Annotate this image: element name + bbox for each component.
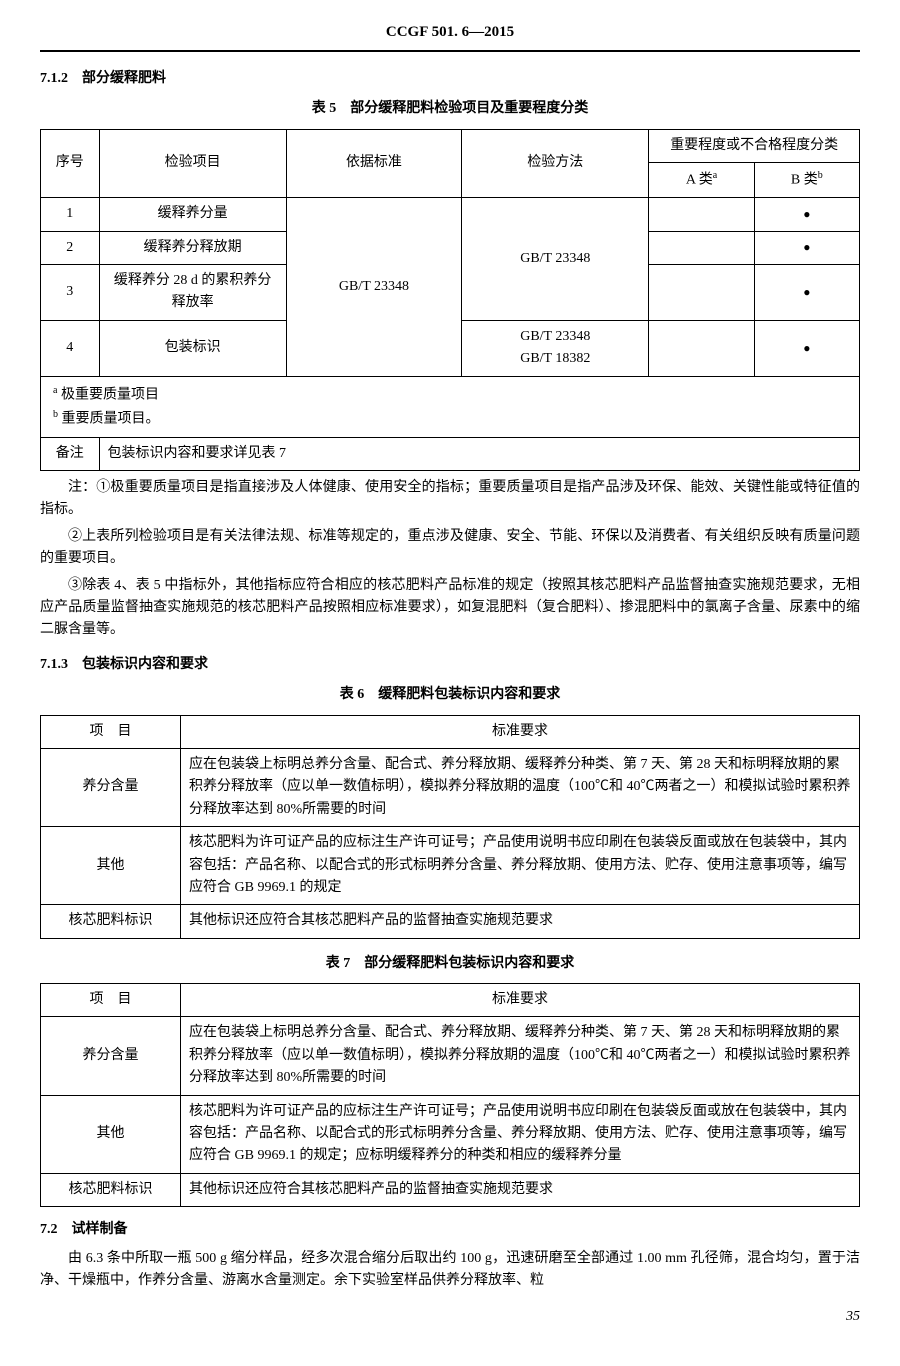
cell: 养分含量 — [41, 1017, 181, 1095]
sup-b: b — [818, 170, 823, 181]
cell: 包装标识 — [99, 320, 286, 376]
table-row: 养分含量 应在包装袋上标明总养分含量、配合式、养分释放期、缓释养分种类、第 7 … — [41, 748, 860, 826]
cell: 核芯肥料为许可证产品的应标注生产许可证号；产品使用说明书应印刷在包装袋反面或放在… — [181, 827, 860, 905]
table-row: 1 缓释养分量 GB/T 23348 GB/T 23348 ● — [41, 198, 860, 231]
table-row: 序号 检验项目 依据标准 检验方法 重要程度或不合格程度分类 — [41, 129, 860, 162]
section-num: 7.2 — [40, 1222, 58, 1237]
table7: 项 目 标准要求 养分含量 应在包装袋上标明总养分含量、配合式、养分释放期、缓释… — [40, 983, 860, 1207]
page-number: 35 — [40, 1306, 860, 1328]
dot-marker: ● — [754, 320, 859, 376]
cell: 其他标识还应符合其核芯肥料产品的监督抽查实施规范要求 — [181, 1173, 860, 1206]
table-row: 项 目 标准要求 — [41, 715, 860, 748]
cell: 核芯肥料标识 — [41, 1173, 181, 1206]
table-row: 核芯肥料标识 其他标识还应符合其核芯肥料产品的监督抽查实施规范要求 — [41, 905, 860, 938]
cell: 缓释养分 28 d 的累积养分释放率 — [99, 265, 286, 321]
table-row: a 极重要质量项目 b 重要质量项目。 — [41, 376, 860, 437]
col-severity: 重要程度或不合格程度分类 — [649, 129, 860, 162]
table-row: 备注 包装标识内容和要求详见表 7 — [41, 437, 860, 470]
col-method: 检验方法 — [462, 129, 649, 197]
cell: 其他标识还应符合其核芯肥料产品的监督抽查实施规范要求 — [181, 905, 860, 938]
cell: 1 — [41, 198, 100, 231]
cell: 4 — [41, 320, 100, 376]
sup-a: a — [713, 170, 717, 181]
col-item: 项 目 — [41, 715, 181, 748]
table-row: 其他 核芯肥料为许可证产品的应标注生产许可证号；产品使用说明书应印刷在包装袋反面… — [41, 827, 860, 905]
table5: 序号 检验项目 依据标准 检验方法 重要程度或不合格程度分类 A 类a B 类b… — [40, 129, 860, 471]
sup-b: b — [53, 409, 58, 420]
table5-caption: 表 5 部分缓释肥料检验项目及重要程度分类 — [40, 98, 860, 120]
note-label: 备注 — [41, 437, 100, 470]
col-item: 检验项目 — [99, 129, 286, 197]
std-line: GB/T 23348 — [520, 329, 590, 344]
table-row: 其他 核芯肥料为许可证产品的应标注生产许可证号；产品使用说明书应印刷在包装袋反面… — [41, 1095, 860, 1173]
col-seq: 序号 — [41, 129, 100, 197]
note-text: 包装标识内容和要求详见表 7 — [99, 437, 860, 470]
table-row: 核芯肥料标识 其他标识还应符合其核芯肥料产品的监督抽查实施规范要求 — [41, 1173, 860, 1206]
table6-caption: 表 6 缓释肥料包装标识内容和要求 — [40, 684, 860, 706]
label: A 类 — [686, 173, 713, 188]
cell — [649, 320, 754, 376]
col-a: A 类a — [649, 163, 754, 198]
cell: 2 — [41, 231, 100, 264]
footnote-text: 重要质量项目。 — [62, 411, 160, 426]
footnote-text: 极重要质量项目 — [61, 387, 159, 402]
table-row: 项 目 标准要求 — [41, 984, 860, 1017]
cell — [649, 265, 754, 321]
cell: 应在包装袋上标明总养分含量、配合式、养分释放期、缓释养分种类、第 7 天、第 2… — [181, 748, 860, 826]
section-num: 7.1.3 — [40, 657, 68, 672]
cell: 3 — [41, 265, 100, 321]
cell: 缓释养分量 — [99, 198, 286, 231]
dot-marker: ● — [754, 231, 859, 264]
cell-method4: GB/T 23348 GB/T 18382 — [462, 320, 649, 376]
col-item: 项 目 — [41, 984, 181, 1017]
note-2: ②上表所列检验项目是有关法律法规、标准等规定的，重点涉及健康、安全、节能、环保以… — [40, 526, 860, 571]
note-3: ③除表 4、表 5 中指标外，其他指标应符合相应的核芯肥料产品标准的规定（按照其… — [40, 575, 860, 642]
table7-caption: 表 7 部分缓释肥料包装标识内容和要求 — [40, 953, 860, 975]
dot-marker: ● — [754, 198, 859, 231]
section-text: 部分缓释肥料 — [82, 71, 166, 86]
std-line: GB/T 18382 — [520, 351, 590, 366]
cell: 核芯肥料标识 — [41, 905, 181, 938]
table-footnote: a 极重要质量项目 b 重要质量项目。 — [41, 376, 860, 437]
section-num: 7.1.2 — [40, 71, 68, 86]
col-basis: 依据标准 — [286, 129, 462, 197]
cell: 应在包装袋上标明总养分含量、配合式、养分释放期、缓释养分种类、第 7 天、第 2… — [181, 1017, 860, 1095]
note-1: 注：①极重要质量项目是指直接涉及人体健康、使用安全的指标；重要质量项目是指产品涉… — [40, 477, 860, 522]
section-text: 包装标识内容和要求 — [82, 657, 208, 672]
cell: 核芯肥料为许可证产品的应标注生产许可证号；产品使用说明书应印刷在包装袋反面或放在… — [181, 1095, 860, 1173]
cell — [649, 231, 754, 264]
doc-header: CCGF 501. 6—2015 — [40, 20, 860, 52]
dot-marker: ● — [754, 265, 859, 321]
cell: 养分含量 — [41, 748, 181, 826]
cell-basis: GB/T 23348 — [286, 198, 462, 376]
col-req: 标准要求 — [181, 715, 860, 748]
label: B 类 — [791, 173, 818, 188]
section-text: 试样制备 — [72, 1222, 128, 1237]
sample-prep-para: 由 6.3 条中所取一瓶 500 g 缩分样品，经多次混合缩分后取出约 100 … — [40, 1248, 860, 1293]
table6: 项 目 标准要求 养分含量 应在包装袋上标明总养分含量、配合式、养分释放期、缓释… — [40, 715, 860, 939]
cell-method: GB/T 23348 — [462, 198, 649, 321]
cell: 其他 — [41, 827, 181, 905]
cell — [649, 198, 754, 231]
cell: 其他 — [41, 1095, 181, 1173]
col-req: 标准要求 — [181, 984, 860, 1017]
col-b: B 类b — [754, 163, 859, 198]
section-712-title: 7.1.2 部分缓释肥料 — [40, 68, 860, 90]
cell: 缓释养分释放期 — [99, 231, 286, 264]
section-713-title: 7.1.3 包装标识内容和要求 — [40, 654, 860, 676]
section-72-title: 7.2 试样制备 — [40, 1219, 860, 1241]
table-row: 养分含量 应在包装袋上标明总养分含量、配合式、养分释放期、缓释养分种类、第 7 … — [41, 1017, 860, 1095]
sup-a: a — [53, 385, 57, 396]
